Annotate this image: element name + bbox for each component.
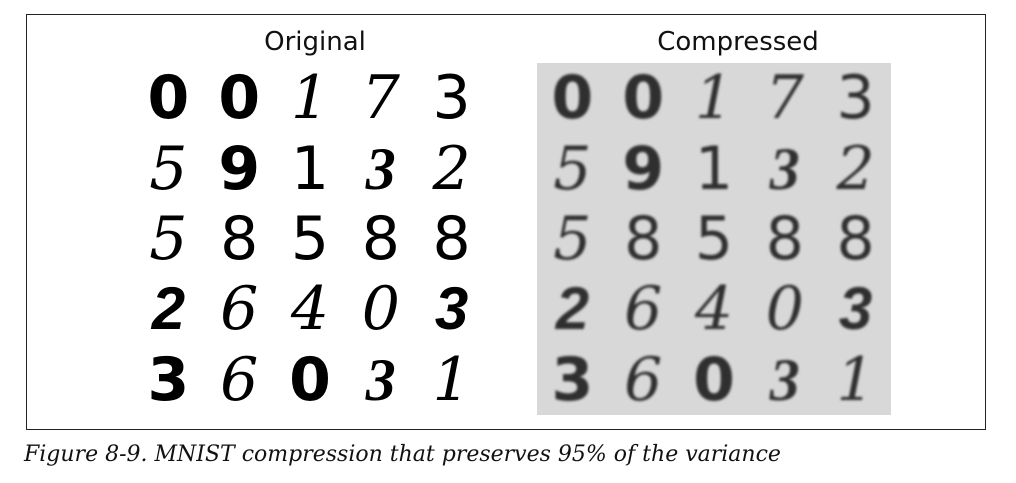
digit-cell: 8 xyxy=(765,203,804,274)
digit-cell: 8 xyxy=(432,203,471,274)
digit-cell: 6 xyxy=(220,344,259,415)
digit-cell: 1 xyxy=(290,63,330,134)
digit-cell: 3 xyxy=(838,275,873,343)
digit-cell: 4 xyxy=(694,274,734,345)
digit-cell: 2 xyxy=(432,133,471,204)
digit-cell: 0 xyxy=(361,274,400,345)
digit-cell: 1 xyxy=(836,344,875,415)
digit-cell: 7 xyxy=(361,63,400,134)
digit-cell: 9 xyxy=(622,133,665,204)
digit-cell: 3 xyxy=(434,275,469,343)
digit-cell: 5 xyxy=(553,133,592,204)
panel-title-original: Original xyxy=(264,27,366,57)
digit-cell: 5 xyxy=(149,203,188,274)
digit-cell: 0 xyxy=(218,63,261,134)
digit-cell: 1 xyxy=(694,133,734,204)
digit-cell: 0 xyxy=(622,63,665,134)
digit-cell: 0 xyxy=(693,344,735,415)
digit-cell: 3 xyxy=(836,63,875,134)
digit-cell: 1 xyxy=(432,344,471,415)
digit-cell: 3 xyxy=(551,344,594,415)
digit-cell: 3 xyxy=(432,63,471,134)
panel-title-compressed: Compressed xyxy=(657,27,819,57)
digit-cell: 0 xyxy=(147,63,190,134)
digit-cell: 1 xyxy=(694,63,734,134)
digit-cell: 5 xyxy=(694,203,734,274)
digit-cell: 0 xyxy=(289,344,331,415)
digit-cell: 2 xyxy=(151,275,186,343)
figure-caption: Figure 8-9. MNIST compression that prese… xyxy=(24,442,781,467)
digit-cell: 6 xyxy=(624,344,663,415)
digit-cell: 2 xyxy=(836,133,875,204)
digit-cell: 3 xyxy=(365,346,396,413)
digit-cell: 5 xyxy=(553,203,592,274)
digit-cell: 8 xyxy=(361,203,400,274)
digit-cell: 6 xyxy=(624,274,663,345)
digit-cell: 2 xyxy=(555,275,590,343)
digit-cell: 8 xyxy=(624,203,663,274)
digit-cell: 3 xyxy=(769,135,800,202)
digit-cell: 4 xyxy=(290,274,330,345)
digit-cell: 6 xyxy=(220,274,259,345)
digit-cell: 7 xyxy=(765,63,804,134)
digit-cell: 5 xyxy=(149,133,188,204)
digit-cell: 9 xyxy=(218,133,261,204)
digit-cell: 0 xyxy=(765,274,804,345)
digit-cell: 3 xyxy=(147,344,190,415)
digit-cell: 0 xyxy=(551,63,594,134)
digit-cell: 8 xyxy=(836,203,875,274)
digit-cell: 1 xyxy=(290,133,330,204)
digit-cell: 5 xyxy=(290,203,330,274)
digit-cell: 8 xyxy=(220,203,259,274)
digit-cell: 3 xyxy=(365,135,396,202)
digit-cell: 3 xyxy=(769,346,800,413)
